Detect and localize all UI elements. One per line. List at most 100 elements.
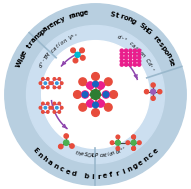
Circle shape <box>116 140 120 145</box>
Circle shape <box>138 141 141 145</box>
Text: n: n <box>140 52 146 58</box>
Circle shape <box>120 63 123 66</box>
Text: i: i <box>107 152 109 157</box>
Text: p: p <box>38 28 46 36</box>
Text: s: s <box>36 31 43 38</box>
Circle shape <box>138 60 141 63</box>
Circle shape <box>60 82 63 84</box>
Text: ²: ² <box>147 64 153 69</box>
Circle shape <box>47 86 49 89</box>
Circle shape <box>138 56 141 59</box>
Circle shape <box>131 140 136 145</box>
Circle shape <box>74 91 81 98</box>
Text: i: i <box>91 174 94 180</box>
Text: a: a <box>71 12 77 19</box>
Circle shape <box>81 91 89 98</box>
Circle shape <box>79 78 87 86</box>
Circle shape <box>44 106 47 109</box>
Text: c: c <box>99 153 103 158</box>
Circle shape <box>58 111 61 113</box>
Circle shape <box>80 48 84 53</box>
Text: a: a <box>101 153 105 158</box>
Circle shape <box>126 141 130 145</box>
Text: e: e <box>102 173 108 179</box>
Text: n: n <box>52 19 59 27</box>
Circle shape <box>120 49 123 52</box>
Circle shape <box>116 147 120 150</box>
Text: -: - <box>42 58 47 62</box>
Text: e: e <box>64 168 70 175</box>
Circle shape <box>47 78 49 80</box>
Circle shape <box>75 52 80 57</box>
Circle shape <box>79 103 87 111</box>
Text: A: A <box>89 153 93 158</box>
Circle shape <box>93 102 98 108</box>
Text: n: n <box>142 155 150 163</box>
Circle shape <box>129 60 132 63</box>
Text: e: e <box>137 159 145 167</box>
Circle shape <box>151 89 155 94</box>
Text: E: E <box>32 147 39 154</box>
Text: c: c <box>147 152 155 159</box>
Text: t: t <box>75 150 78 156</box>
Circle shape <box>102 91 110 98</box>
Circle shape <box>97 82 104 89</box>
Circle shape <box>133 49 136 52</box>
Circle shape <box>27 26 164 163</box>
Circle shape <box>144 90 149 94</box>
Circle shape <box>70 144 74 148</box>
Text: n: n <box>62 38 68 44</box>
Circle shape <box>59 144 63 149</box>
Text: t: t <box>25 43 32 50</box>
Circle shape <box>47 111 49 113</box>
Text: n: n <box>126 166 133 173</box>
Text: c: c <box>56 17 62 24</box>
Text: o: o <box>162 48 170 55</box>
Circle shape <box>92 109 99 116</box>
Text: a: a <box>52 46 58 51</box>
Text: n: n <box>164 52 172 59</box>
Circle shape <box>53 102 56 105</box>
Circle shape <box>129 53 132 56</box>
Text: n: n <box>33 33 40 41</box>
Text: a: a <box>130 43 136 49</box>
Circle shape <box>87 82 94 89</box>
Text: H: H <box>141 25 149 33</box>
Text: °: ° <box>122 38 127 43</box>
Text: o: o <box>60 40 65 46</box>
Circle shape <box>71 48 75 53</box>
Circle shape <box>104 103 112 111</box>
Text: B: B <box>115 149 120 155</box>
Text: S: S <box>109 11 116 18</box>
Circle shape <box>132 147 135 150</box>
Text: g: g <box>79 10 85 17</box>
Circle shape <box>49 106 52 109</box>
Circle shape <box>120 53 123 56</box>
Text: d: d <box>19 53 26 60</box>
Circle shape <box>56 106 58 109</box>
Circle shape <box>158 90 162 94</box>
Circle shape <box>110 141 114 145</box>
Text: e: e <box>168 60 175 67</box>
Text: ¹: ¹ <box>120 36 124 42</box>
Text: d: d <box>116 35 121 40</box>
Circle shape <box>133 63 136 66</box>
Circle shape <box>91 90 100 99</box>
Text: t: t <box>55 44 60 49</box>
Circle shape <box>49 82 52 84</box>
Circle shape <box>82 92 88 97</box>
Text: S: S <box>138 22 145 30</box>
Circle shape <box>53 86 56 89</box>
Circle shape <box>51 106 53 109</box>
Text: h: h <box>41 155 49 163</box>
Circle shape <box>51 82 53 84</box>
Text: G: G <box>144 27 152 36</box>
Text: s: s <box>166 56 174 63</box>
Circle shape <box>42 86 44 89</box>
Text: t: t <box>133 46 138 51</box>
Text: o: o <box>108 151 113 157</box>
Circle shape <box>47 102 49 105</box>
Text: T: T <box>43 55 49 60</box>
Circle shape <box>39 106 42 109</box>
Text: C: C <box>87 153 91 158</box>
